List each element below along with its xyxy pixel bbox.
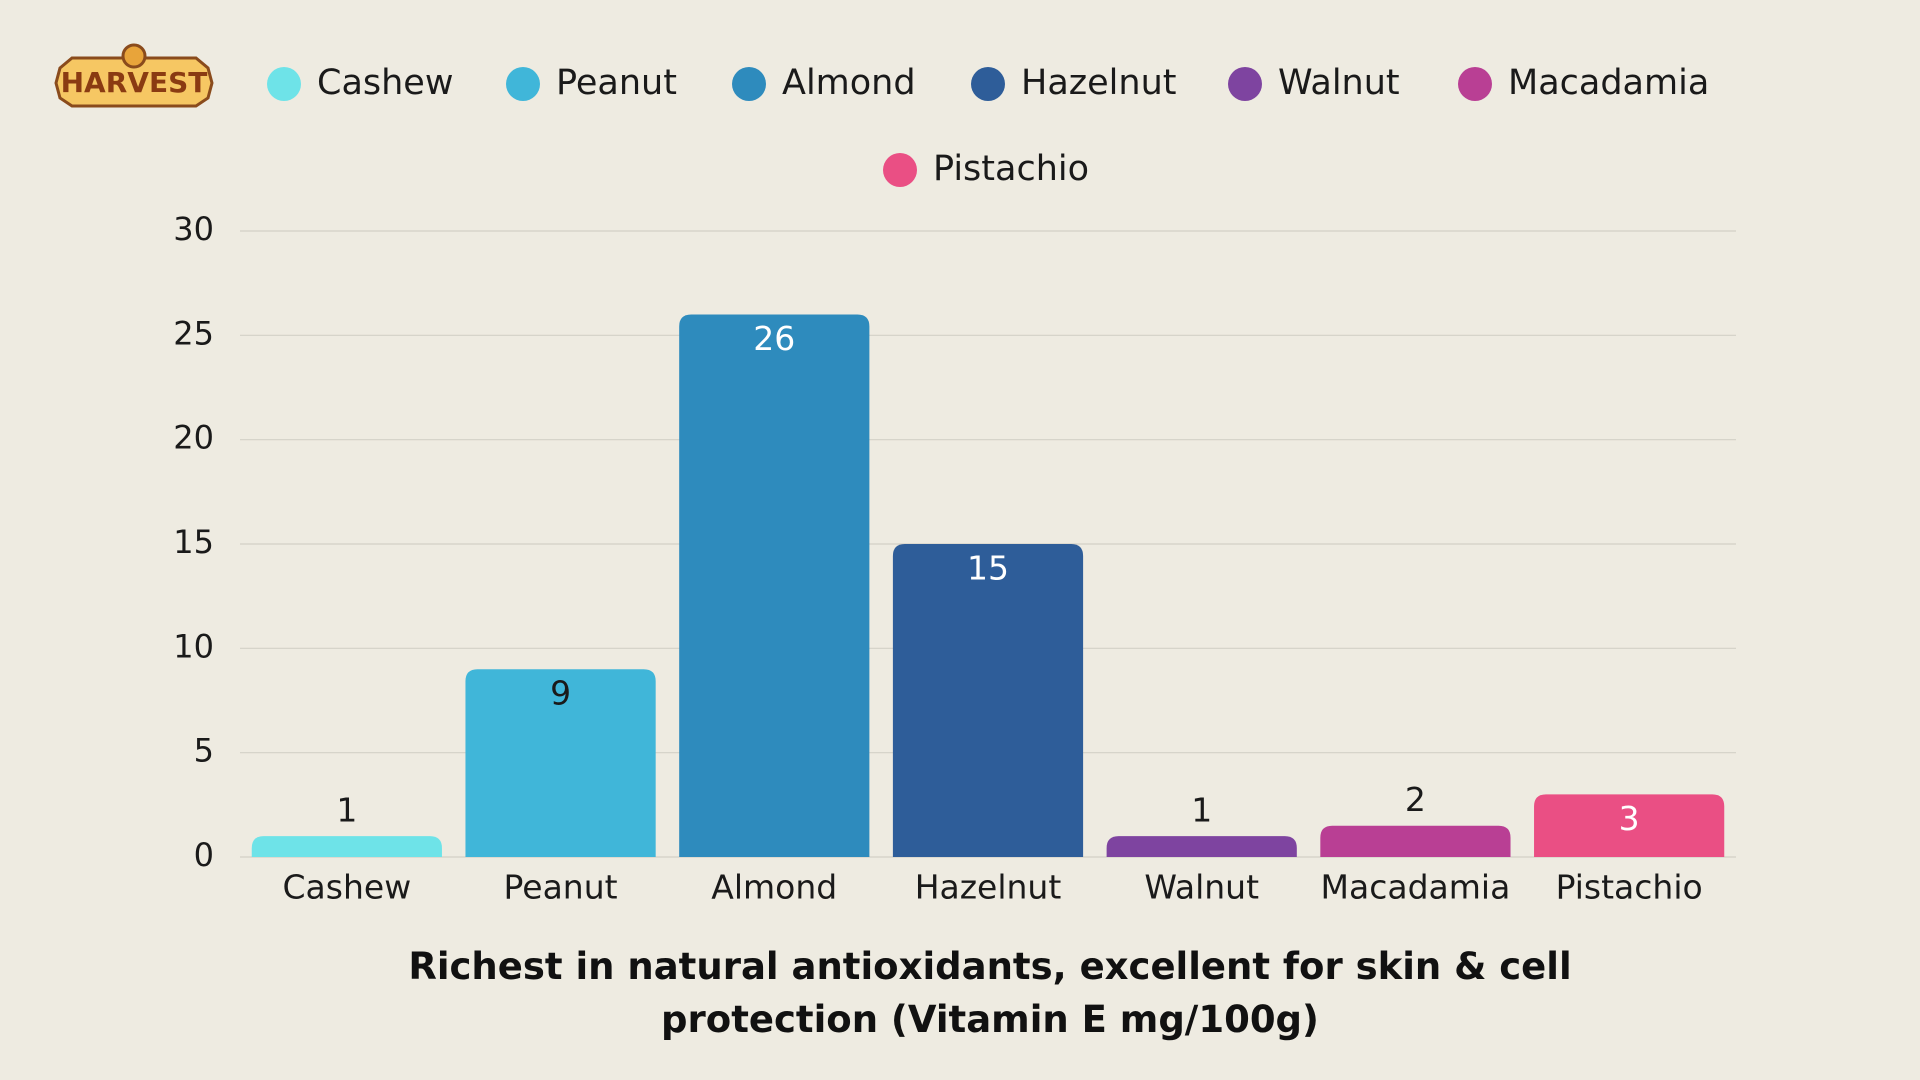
bar bbox=[1534, 794, 1725, 857]
legend-label: Hazelnut bbox=[1021, 63, 1176, 103]
x-tick-label: Pistachio bbox=[1556, 868, 1703, 907]
legend-label: Pistachio bbox=[933, 149, 1089, 189]
value-label: 26 bbox=[753, 319, 795, 358]
x-tick-label: Walnut bbox=[1144, 868, 1259, 907]
value-label: 15 bbox=[967, 549, 1009, 588]
logo-icon bbox=[121, 43, 147, 69]
y-tick-label: 5 bbox=[194, 732, 214, 770]
x-tick-label: Cashew bbox=[283, 868, 412, 907]
y-tick-label: 15 bbox=[173, 523, 214, 561]
x-tick-label: Peanut bbox=[504, 868, 618, 907]
legend-swatch bbox=[1228, 67, 1262, 101]
bar bbox=[1320, 825, 1511, 857]
legend-label: Macadamia bbox=[1508, 63, 1709, 103]
value-label: 9 bbox=[550, 674, 571, 713]
value-label: 2 bbox=[1405, 780, 1426, 819]
legend-label: Walnut bbox=[1278, 63, 1400, 103]
bar bbox=[679, 314, 870, 857]
legend-swatch bbox=[1458, 67, 1492, 101]
legend-swatch bbox=[971, 67, 1005, 101]
y-tick-label: 10 bbox=[173, 627, 214, 665]
legend-label: Almond bbox=[782, 63, 916, 103]
bar bbox=[465, 669, 656, 857]
bar bbox=[892, 544, 1084, 857]
x-tick-label: Macadamia bbox=[1321, 868, 1511, 907]
bar bbox=[1106, 836, 1297, 857]
y-tick-label: 0 bbox=[194, 836, 214, 874]
legend-label: Cashew bbox=[317, 63, 453, 103]
legend-swatch bbox=[732, 67, 766, 101]
logo: HARVEST bbox=[54, 43, 214, 108]
x-tick-label: Hazelnut bbox=[915, 868, 1062, 907]
bar bbox=[251, 836, 442, 857]
logo-text: HARVEST bbox=[61, 66, 208, 99]
y-tick-label: 25 bbox=[173, 314, 214, 352]
value-label: 1 bbox=[1191, 791, 1212, 830]
y-tick-label: 20 bbox=[173, 419, 214, 457]
x-tick-label: Almond bbox=[711, 868, 837, 907]
logo-badge bbox=[54, 56, 214, 108]
chart-title: Richest in natural antioxidants, excelle… bbox=[408, 945, 1572, 1041]
legend-swatch bbox=[267, 67, 301, 101]
y-tick-label: 30 bbox=[173, 210, 214, 248]
value-label: 3 bbox=[1619, 799, 1640, 838]
value-label: 1 bbox=[336, 791, 357, 830]
legend-label: Peanut bbox=[556, 63, 677, 103]
legend-swatch bbox=[883, 153, 917, 187]
legend-swatch bbox=[506, 67, 540, 101]
